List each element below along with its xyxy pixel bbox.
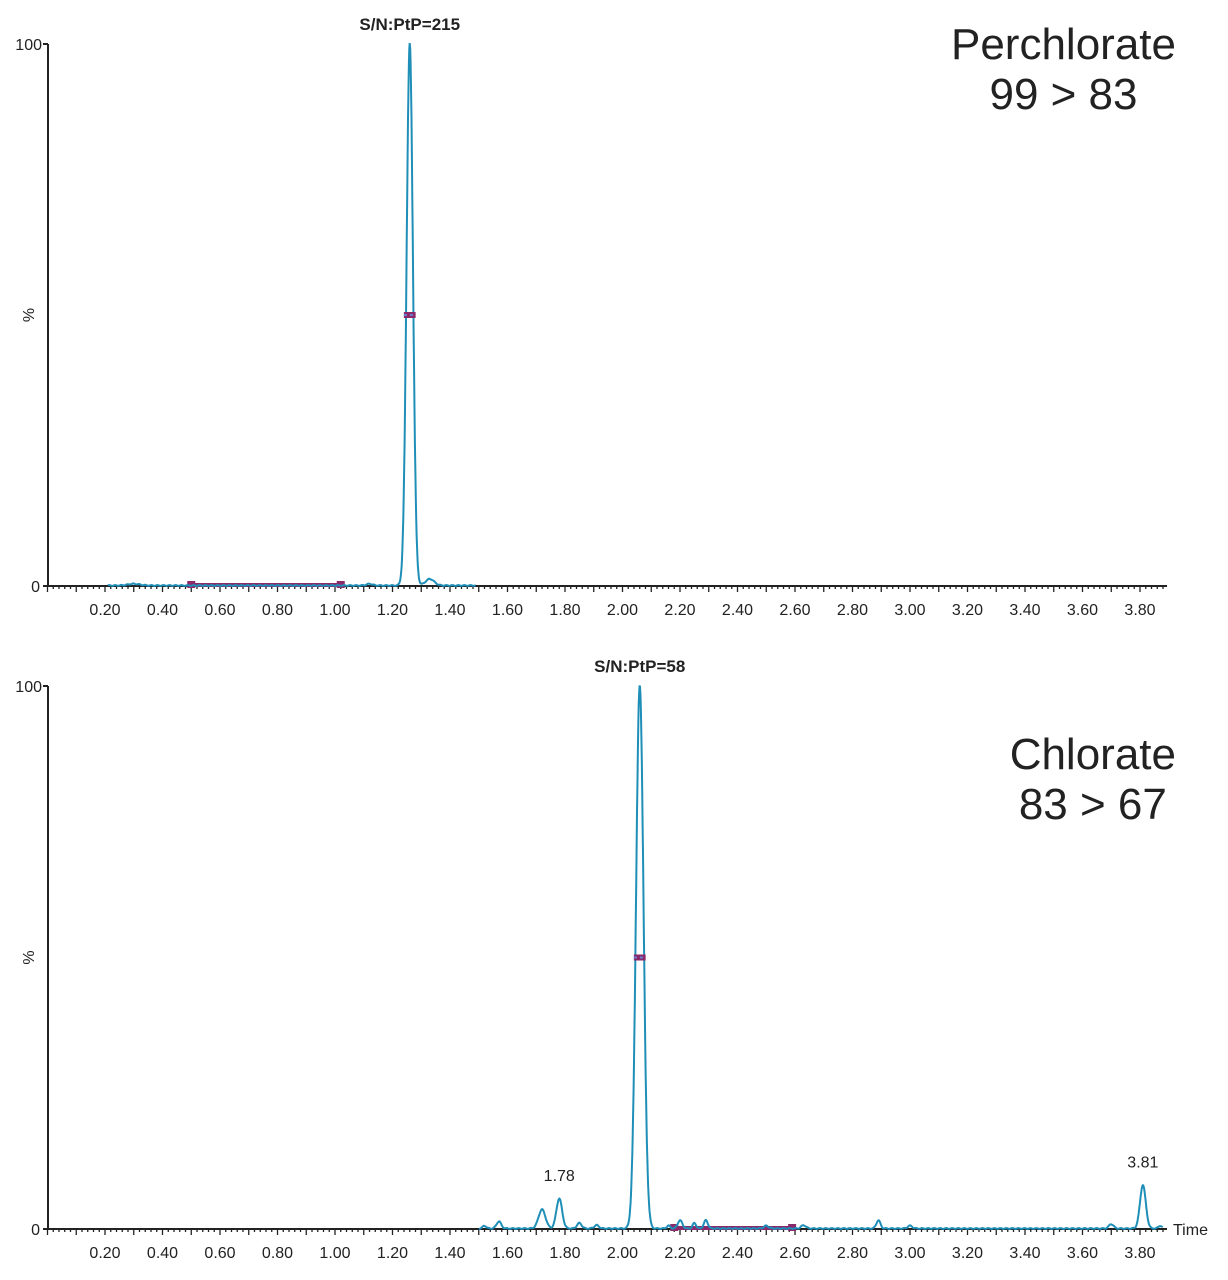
panel-2-x-tick-label: 2.00 — [607, 1245, 638, 1262]
panel-1-x-tick-label: 1.80 — [549, 602, 580, 619]
panel-1-y-tick-label: 100 — [15, 37, 42, 54]
panel-2-x-tick-label: 3.00 — [894, 1245, 925, 1262]
panel-2-x-tick-label: 0.80 — [262, 1245, 293, 1262]
panel-1-y-axis-label: % — [21, 308, 38, 322]
panel-1-compound: Perchlorate — [950, 20, 1176, 69]
panel-1-transition: 99 > 83 — [989, 70, 1138, 119]
panel-2-x-tick-label: 1.20 — [377, 1245, 408, 1262]
panel-2-x-tick-label: 2.80 — [837, 1245, 868, 1262]
panel-2-noise-region-marker — [788, 1224, 797, 1231]
panel-2-compound: Chlorate — [1009, 730, 1176, 779]
panel-1-trace-line — [107, 43, 476, 587]
panel-1-x-tick-label: 0.40 — [147, 602, 178, 619]
panel-2-y-tick-label: 0 — [31, 1222, 40, 1239]
panel-2-x-tick-label: 3.40 — [1009, 1245, 1040, 1262]
panel-1-x-tick-label: 2.00 — [607, 602, 638, 619]
panel-1-title: Perchlorate 99 > 83 — [951, 20, 1176, 120]
panel-1-x-tick-label: 3.40 — [1009, 602, 1040, 619]
panel-2-y-axis-label: % — [21, 950, 38, 964]
panel-1-x-tick-label: 3.60 — [1067, 602, 1098, 619]
panel-2-x-tick-label: 0.40 — [147, 1245, 178, 1262]
panel-1-y-tick-label: 0 — [31, 579, 40, 596]
panel-1-x-tick-label: 1.40 — [434, 602, 465, 619]
panel-2-x-tick-label: 2.20 — [664, 1245, 695, 1262]
panel-2-x-tick-label: 1.80 — [549, 1245, 580, 1262]
panel-1-x-tick-label: 2.80 — [837, 602, 868, 619]
panel-2-x-tick-label: 3.20 — [952, 1245, 983, 1262]
panel-2-x-tick-label: 0.20 — [89, 1245, 120, 1262]
panel-1-x-tick-label: 1.60 — [492, 602, 523, 619]
panel-2-peak-label: 3.81 — [1127, 1155, 1158, 1172]
panel-2-y-tick-label: 100 — [15, 679, 42, 696]
panel-1-x-tick-label: 1.00 — [319, 602, 350, 619]
panel-2-peak-label: 1.78 — [544, 1168, 575, 1185]
panel-1-noise-region-marker — [336, 581, 345, 588]
panel-2-x-tick-label: 1.00 — [319, 1245, 350, 1262]
panel-2-x-tick-label: 2.40 — [722, 1245, 753, 1262]
panel-2-sn-annotation: S/N:PtP=58 — [594, 657, 685, 676]
panel-2-x-axis-label: Time — [1173, 1222, 1208, 1239]
panel-2-x-tick-label: 1.40 — [434, 1245, 465, 1262]
panel-2-x-tick-label: 2.60 — [779, 1245, 810, 1262]
panel-1-x-tick-label: 2.60 — [779, 602, 810, 619]
panel-1-x-tick-label: 3.80 — [1124, 602, 1155, 619]
panel-1-x-tick-label: 3.00 — [894, 602, 925, 619]
panel-1-x-tick-label: 3.20 — [952, 602, 983, 619]
panel-1-noise-region-marker — [187, 581, 196, 588]
panel-1-x-tick-label: 2.40 — [722, 602, 753, 619]
panel-2-transition: 83 > 67 — [1018, 780, 1167, 829]
panel-1-x-tick-label: 1.20 — [377, 602, 408, 619]
panel-1-sn-annotation: S/N:PtP=215 — [359, 15, 460, 34]
panel-1-x-tick-label: 0.60 — [204, 602, 235, 619]
panel-1-x-tick-label: 2.20 — [664, 602, 695, 619]
panel-2-x-tick-label: 1.60 — [492, 1245, 523, 1262]
panel-2-x-tick-label: 3.80 — [1124, 1245, 1155, 1262]
panel-1-x-tick-label: 0.20 — [89, 602, 120, 619]
panel-1-x-tick-label: 0.80 — [262, 602, 293, 619]
panel-2-trace-line — [478, 685, 1164, 1230]
panel-2-x-tick-label: 0.60 — [204, 1245, 235, 1262]
panel-2-title: Chlorate 83 > 67 — [1010, 730, 1176, 830]
panel-2-x-tick-label: 3.60 — [1067, 1245, 1098, 1262]
